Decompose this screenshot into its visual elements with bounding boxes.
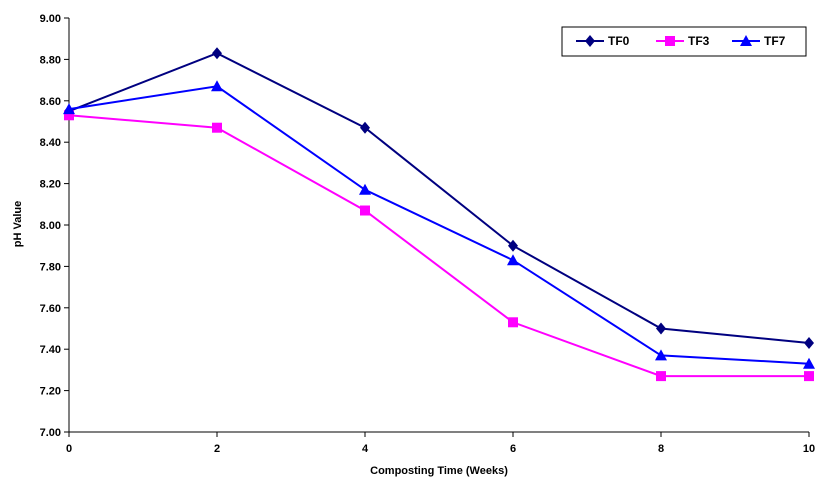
series-line-tf3 [68, 114, 809, 378]
series-tf7 [63, 80, 815, 369]
y-tick-label: 8.60 [40, 96, 61, 108]
data-point-tf7 [803, 357, 815, 369]
series-layer [63, 47, 815, 382]
y-tick-label: 8.40 [40, 137, 61, 149]
data-point-tf0 [360, 121, 370, 134]
x-tick-label: 0 [66, 443, 72, 455]
data-point-tf7 [211, 80, 223, 92]
data-point-tf3 [656, 371, 666, 382]
legend-label-tf3: TF3 [688, 34, 710, 48]
data-point-tf7 [359, 183, 371, 195]
legend-label-tf0: TF0 [608, 34, 630, 48]
y-tick-label: 7.20 [40, 386, 61, 398]
x-axis-ticks: 0 2 4 6 8 10 [66, 432, 815, 455]
x-axis-title: Composting Time (Weeks) [370, 465, 508, 477]
series-line-tf7 [68, 85, 810, 365]
x-tick-label: 10 [803, 443, 815, 455]
legend-marker-tf3 [665, 36, 675, 46]
x-tick-label: 6 [510, 443, 516, 455]
y-tick-label: 8.80 [40, 54, 61, 66]
data-point-tf0 [212, 47, 222, 60]
x-tick-label: 2 [214, 443, 220, 455]
y-tick-label: 8.00 [40, 220, 61, 232]
y-tick-label: 7.60 [40, 303, 61, 315]
legend-label-tf7: TF7 [764, 34, 786, 48]
x-tick-label: 8 [658, 443, 664, 455]
x-tick-label: 4 [362, 443, 369, 455]
y-axis-title: pH Value [12, 201, 24, 247]
data-point-tf7 [507, 254, 519, 266]
legend-marker-tf0 [585, 35, 595, 47]
data-point-tf3 [804, 371, 814, 382]
y-tick-label: 9.00 [40, 13, 61, 25]
series-tf3 [64, 110, 814, 382]
data-point-tf3 [64, 110, 74, 121]
data-point-tf3 [508, 317, 518, 328]
series-line-tf0 [68, 52, 810, 344]
y-tick-label: 7.00 [40, 427, 61, 439]
y-axis-ticks: 7.00 7.20 7.40 7.60 7.80 8.00 8.20 8.40 8.60 8.80… [40, 13, 69, 439]
data-point-tf3 [360, 205, 370, 216]
y-tick-label: 7.40 [40, 344, 61, 356]
data-point-tf7 [63, 103, 75, 115]
legend-marker-tf7 [740, 35, 752, 46]
data-point-tf0 [508, 239, 518, 252]
data-point-tf3 [212, 122, 222, 133]
data-point-tf0 [656, 322, 666, 335]
legend: TF0 TF3 TF7 [561, 26, 807, 57]
data-point-tf7 [655, 349, 667, 361]
y-tick-label: 7.80 [40, 261, 61, 273]
data-point-tf0 [804, 336, 814, 349]
y-tick-label: 8.20 [40, 179, 61, 191]
